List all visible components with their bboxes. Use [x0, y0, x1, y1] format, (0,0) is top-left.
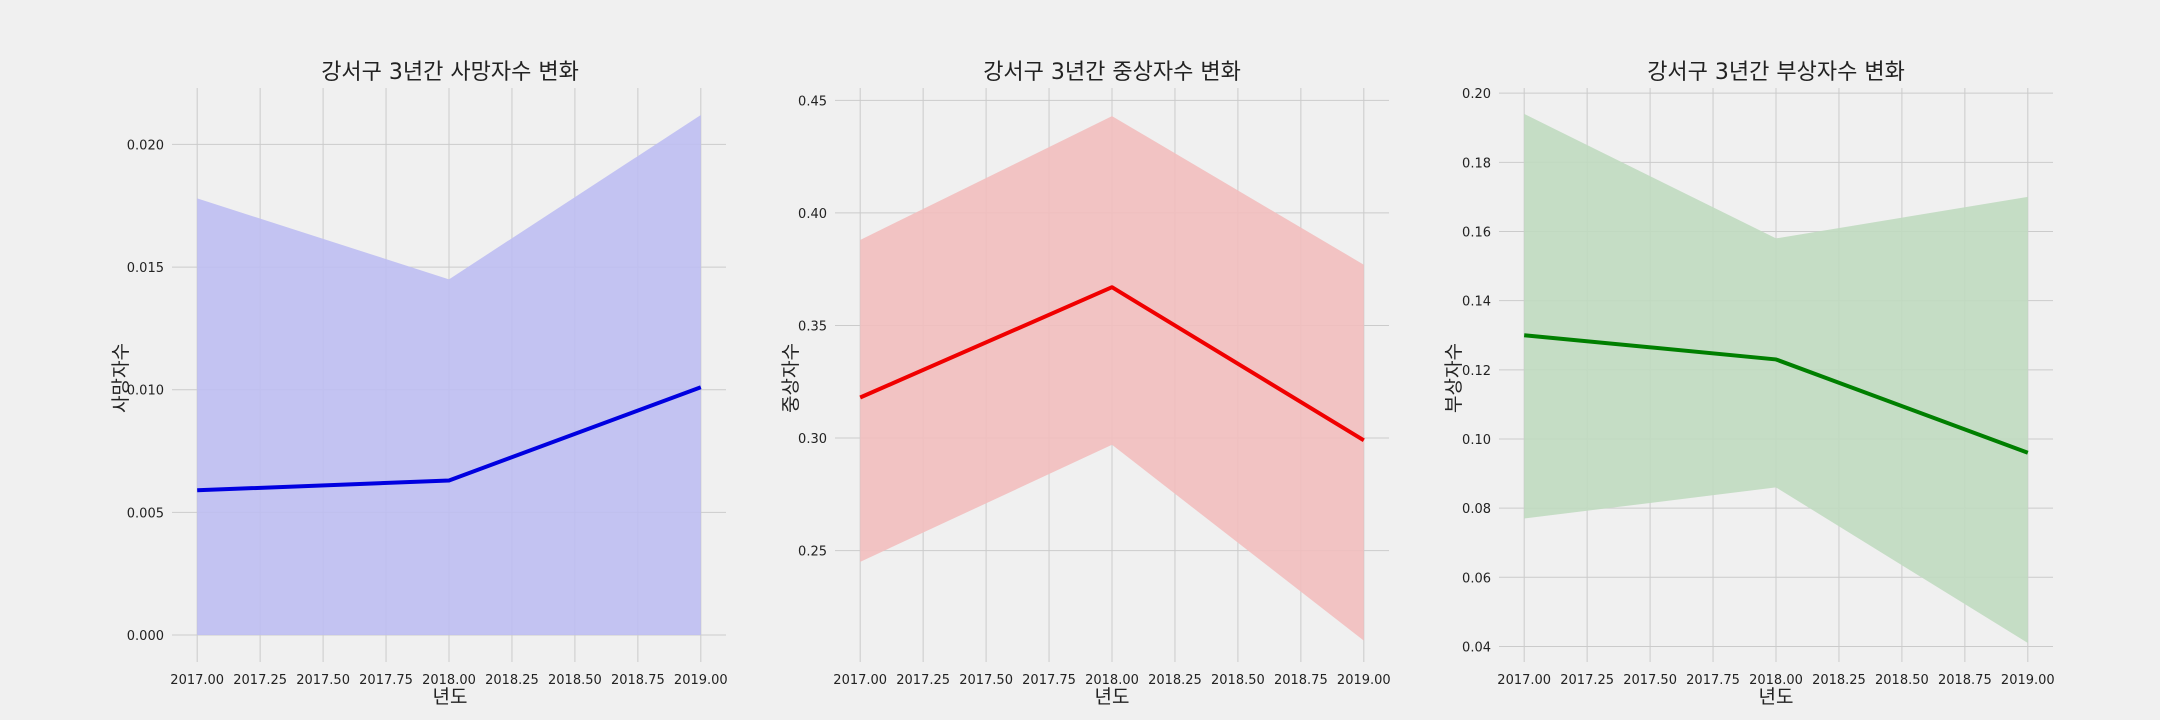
x-tick-label-1-0: 2017.00 — [170, 673, 224, 688]
y-tick-label-3-6: 0.16 — [1462, 226, 1491, 241]
chart-panel-3: 강서구 3년간 부상자수 변화 년도 부상자수 2017.00 2017.25 20… — [1443, 60, 2055, 708]
y-tick-label-3-4: 0.12 — [1462, 364, 1491, 379]
x-tick-label-3-4: 2018.00 — [1749, 673, 1803, 688]
x-tick-label-1-4: 2018.00 — [422, 673, 476, 688]
x-tick-label-1-1: 2017.25 — [233, 673, 287, 688]
chart-panel-1: 강서구 3년간 사망자수 변화 년도 사망자수 2017.00 2017.25 20… — [110, 60, 728, 708]
x-tick-label-2-4: 2018.00 — [1085, 673, 1139, 688]
x-tick-label-1-8: 2019.00 — [674, 673, 728, 688]
y-axis-label-1: 사망자수 — [110, 343, 132, 413]
chart-title-2: 강서구 3년간 중상자수 변화 — [983, 60, 1241, 85]
x-tick-label-3-2: 2017.50 — [1623, 673, 1677, 688]
x-tick-label-2-1: 2017.25 — [896, 673, 950, 688]
x-tick-label-3-7: 2018.75 — [1938, 673, 1992, 688]
chart-title-3: 강서구 3년간 부상자수 변화 — [1647, 60, 1905, 85]
x-axis-label-2: 년도 — [1095, 686, 1130, 708]
chart-panel-2: 강서구 3년간 중상자수 변화 년도 중상자수 2017.00 2017.25 20… — [780, 60, 1391, 708]
y-tick-label-2-4: 0.45 — [798, 94, 827, 109]
x-tick-label-3-5: 2018.25 — [1812, 673, 1866, 688]
y-tick-label-2-0: 0.25 — [798, 545, 827, 560]
x-tick-label-1-6: 2018.50 — [548, 673, 602, 688]
y-tick-label-2-1: 0.30 — [798, 432, 827, 447]
y-tick-label-1-1: 0.005 — [127, 506, 164, 521]
x-tick-label-3-0: 2017.00 — [1497, 673, 1551, 688]
y-tick-label-1-3: 0.015 — [127, 261, 164, 276]
y-tick-label-3-2: 0.08 — [1462, 502, 1491, 517]
x-tick-label-2-6: 2018.50 — [1211, 673, 1265, 688]
y-tick-label-3-8: 0.20 — [1462, 87, 1491, 102]
x-tick-label-2-5: 2018.25 — [1148, 673, 1202, 688]
x-tick-label-1-5: 2018.25 — [485, 673, 539, 688]
y-tick-label-1-4: 0.020 — [127, 138, 164, 153]
y-tick-label-3-0: 0.04 — [1462, 640, 1491, 655]
x-tick-label-2-0: 2017.00 — [833, 673, 887, 688]
x-axis-label-1: 년도 — [433, 686, 468, 708]
x-tick-label-2-2: 2017.50 — [959, 673, 1013, 688]
x-tick-label-3-1: 2017.25 — [1560, 673, 1614, 688]
x-tick-label-3-8: 2019.00 — [2001, 673, 2055, 688]
y-tick-label-3-3: 0.10 — [1462, 433, 1491, 448]
y-tick-label-1-2: 0.010 — [127, 384, 164, 399]
y-tick-label-1-0: 0.000 — [127, 629, 164, 644]
x-tick-label-1-7: 2018.75 — [611, 673, 665, 688]
x-tick-label-3-6: 2018.50 — [1875, 673, 1929, 688]
x-axis-label-3: 년도 — [1759, 686, 1794, 708]
x-tick-label-1-3: 2017.75 — [359, 673, 413, 688]
x-tick-label-2-7: 2018.75 — [1274, 673, 1328, 688]
y-tick-label-2-3: 0.40 — [798, 207, 827, 222]
y-tick-label-3-7: 0.18 — [1462, 156, 1491, 171]
y-tick-label-2-2: 0.35 — [798, 319, 827, 334]
y-tick-label-3-1: 0.06 — [1462, 571, 1491, 586]
x-tick-label-2-8: 2019.00 — [1337, 673, 1391, 688]
chart-title-1: 강서구 3년간 사망자수 변화 — [321, 60, 579, 85]
x-tick-label-1-2: 2017.50 — [296, 673, 350, 688]
x-tick-label-3-3: 2017.75 — [1686, 673, 1740, 688]
y-tick-label-3-5: 0.14 — [1462, 295, 1491, 310]
x-tick-label-2-3: 2017.75 — [1022, 673, 1076, 688]
y-axis-label-2: 중상자수 — [780, 343, 802, 413]
